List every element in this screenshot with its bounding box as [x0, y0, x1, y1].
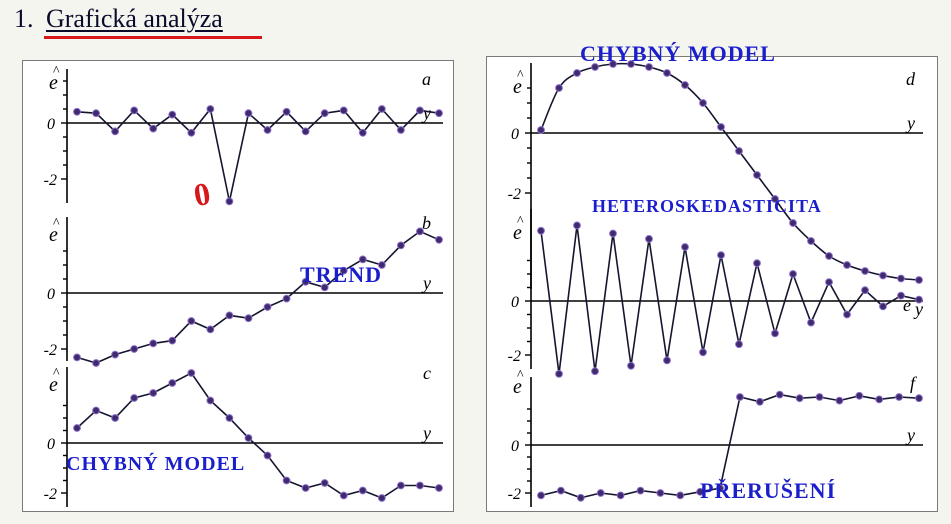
svg-text:0: 0: [511, 438, 519, 455]
svg-text:0: 0: [47, 116, 55, 133]
svg-text:e: e: [513, 222, 522, 244]
heading-underline-red: [44, 36, 262, 39]
heading-text: Grafická analýza: [46, 4, 223, 33]
heading-number: 1.: [14, 4, 34, 33]
svg-text:-2: -2: [44, 486, 57, 503]
svg-text:e: e: [49, 72, 58, 94]
svg-text:-2: -2: [44, 342, 57, 359]
svg-text:e: e: [49, 374, 58, 396]
annotation-trend: TREND: [300, 262, 382, 288]
annotation-chybny-model-left: CHYBNÝ MODEL: [66, 453, 245, 476]
annotation-preruseni: PŘERUŠENÍ: [700, 478, 836, 504]
svg-text:y: y: [905, 425, 915, 445]
svg-text:0: 0: [47, 436, 55, 453]
svg-text:0: 0: [47, 286, 55, 303]
annotation-heteroskedasticita: HETEROSKEDASTICITA: [592, 196, 822, 217]
svg-text:y: y: [421, 423, 431, 443]
svg-text:a: a: [422, 69, 431, 89]
svg-text:f: f: [910, 373, 918, 393]
svg-text:y: y: [905, 113, 915, 133]
svg-text:c: c: [423, 363, 431, 383]
svg-text:-2: -2: [508, 348, 521, 365]
panel-right: 0-2^eyd0-2^eye0-2^eyf: [486, 56, 938, 512]
svg-text:-2: -2: [44, 172, 57, 189]
panel-left: 0-2^eya0-2^eyb0-2^eyc: [22, 60, 454, 512]
chart-right: 0-2^eyd0-2^eye0-2^eyf: [487, 57, 937, 511]
page-title: 1. Grafická analýza: [14, 4, 223, 34]
annotation-chybny-model-top: CHYBNÝ MODEL: [580, 41, 776, 67]
svg-text:-2: -2: [508, 486, 521, 503]
svg-text:e: e: [49, 224, 58, 246]
svg-text:d: d: [906, 69, 916, 89]
svg-text:0: 0: [511, 294, 519, 311]
chart-left: 0-2^eya0-2^eyb0-2^eyc: [23, 61, 453, 511]
svg-text:-2: -2: [508, 186, 521, 203]
svg-text:y: y: [421, 273, 431, 293]
page: 1. Grafická analýza 0-2^eya0-2^eyb0-2^ey…: [0, 0, 951, 524]
svg-text:e: e: [513, 76, 522, 98]
svg-text:e: e: [513, 376, 522, 398]
svg-text:0: 0: [511, 126, 519, 143]
